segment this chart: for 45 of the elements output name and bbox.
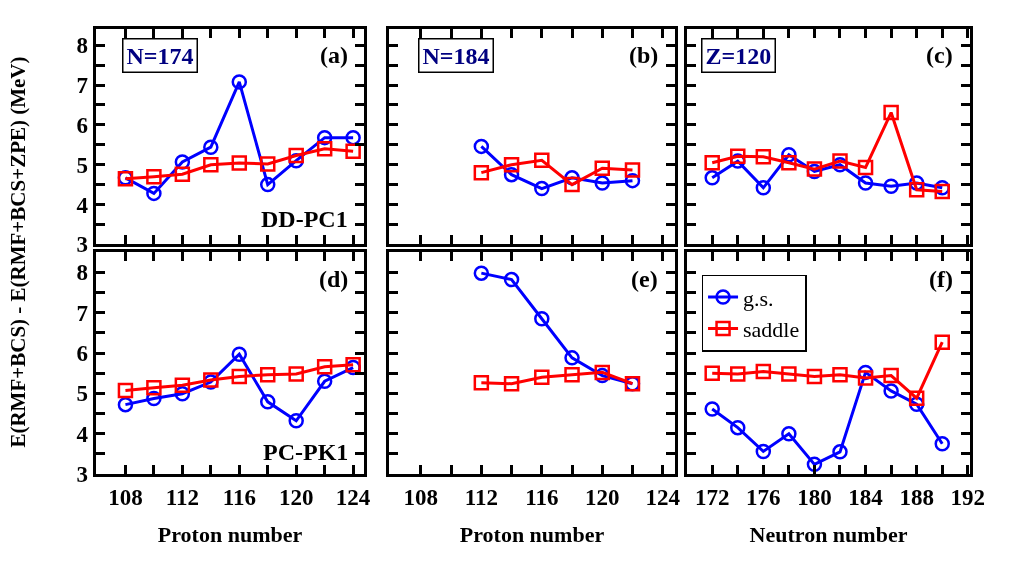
x-tick-label: 120 xyxy=(585,484,620,510)
annotation: N=174 xyxy=(126,42,194,69)
x-tick-label: 124 xyxy=(645,484,681,510)
x-tick-label: 180 xyxy=(797,484,832,510)
x-tick-label: 112 xyxy=(464,484,498,510)
x-tick-label: 112 xyxy=(165,484,199,510)
annotation: (f) xyxy=(929,266,953,292)
y-tick-label: 6 xyxy=(76,341,88,367)
y-tick-label: 8 xyxy=(76,33,88,59)
annotation: (e) xyxy=(631,266,658,292)
legend-label: g.s. xyxy=(743,285,774,311)
x-tick-label: 192 xyxy=(950,484,986,510)
annotation: (c) xyxy=(926,42,953,68)
x-tick-label: 184 xyxy=(848,484,884,510)
y-tick-label: 4 xyxy=(76,192,89,218)
x-tick-label: 120 xyxy=(278,484,314,510)
y-tick-label: 4 xyxy=(76,421,89,447)
annotation: DD-PC1 xyxy=(261,206,348,232)
y-tick-label: 5 xyxy=(76,381,88,407)
annotation: (a) xyxy=(320,42,348,68)
annotation: N=184 xyxy=(422,42,490,69)
x-axis-title: Proton number xyxy=(157,521,303,547)
x-tick-label: 124 xyxy=(335,484,371,510)
annotation: Z=120 xyxy=(705,42,772,69)
x-tick-label: 116 xyxy=(222,484,256,510)
annotation: (b) xyxy=(629,42,659,68)
y-axis-title: E(RMF+BCS) - E(RMF+BCS+ZPE) (MeV) xyxy=(6,56,31,448)
x-axis-title: Neutron number xyxy=(749,521,908,547)
x-tick-label: 108 xyxy=(108,484,143,510)
x-tick-label: 172 xyxy=(694,484,730,510)
legend-label: saddle xyxy=(743,317,800,343)
annotation: PC-PK1 xyxy=(263,439,349,465)
x-tick-label: 188 xyxy=(899,484,934,510)
x-tick-label: 116 xyxy=(525,484,559,510)
x-axis-title: Proton number xyxy=(459,521,605,547)
y-tick-label: 6 xyxy=(76,112,88,138)
y-tick-label: 5 xyxy=(76,152,88,178)
annotation: (d) xyxy=(319,266,349,292)
y-tick-label: 3 xyxy=(76,232,88,258)
y-tick-label: 8 xyxy=(76,260,88,286)
x-tick-label: 176 xyxy=(746,484,781,510)
x-tick-label: 108 xyxy=(403,484,439,510)
y-tick-label: 7 xyxy=(76,300,88,326)
y-tick-label: 3 xyxy=(76,462,88,488)
y-tick-label: 7 xyxy=(76,73,88,99)
